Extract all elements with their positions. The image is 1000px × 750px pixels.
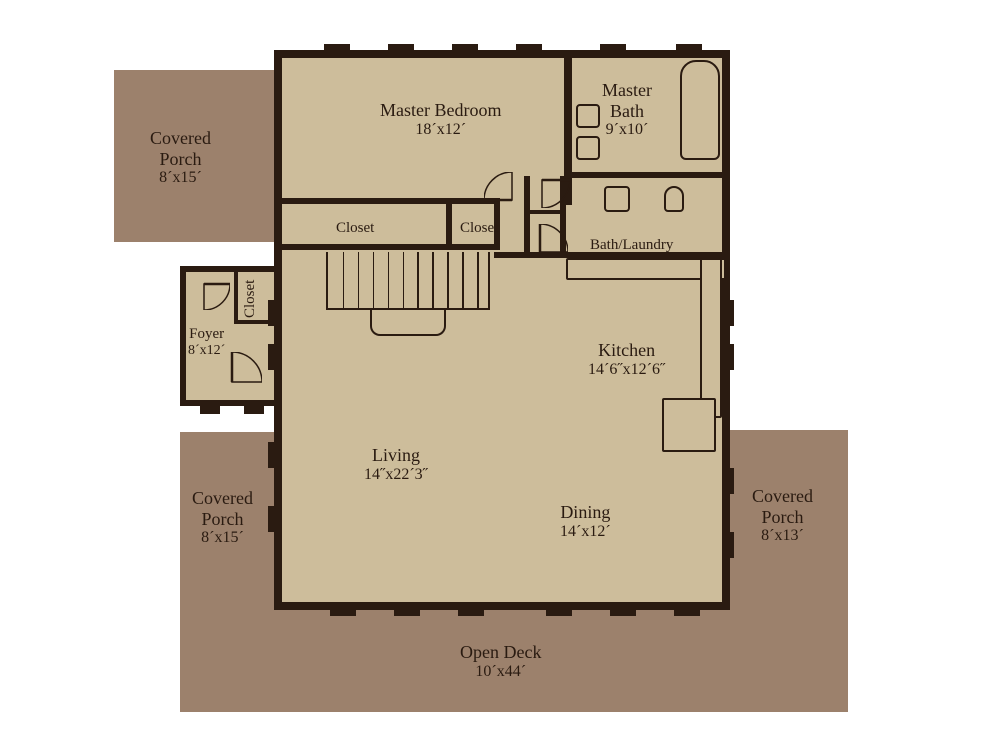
open-deck [180,610,848,712]
window-tick-13 [268,344,274,370]
wall-seg-1 [274,50,282,610]
window-tick-6 [330,608,356,616]
door-bath-laundry [512,224,568,280]
covered-porch-bottom-left [180,432,274,610]
fixture-sink-2 [576,136,600,160]
window-tick-11 [674,608,700,616]
window-tick-2 [452,44,478,52]
wall-seg-9 [446,198,452,250]
fixture-appliance-7 [662,398,716,452]
window-tick-3 [516,44,542,52]
fixture-toilet-3 [664,186,684,212]
window-tick-18 [728,468,734,494]
window-tick-14 [268,442,274,468]
door-foyer-top [178,258,230,310]
window-tick-4 [600,44,626,52]
wall-seg-6 [274,198,494,204]
fixture-sink-4 [604,186,630,212]
window-tick-19 [728,532,734,558]
window-tick-7 [394,608,420,616]
covered-porch-bottom-right [730,430,848,610]
wall-seg-5 [564,172,730,178]
window-tick-17 [728,344,734,370]
staircase [326,252,490,310]
window-tick-9 [546,608,572,616]
fixture-counter-6 [700,258,722,418]
door-foyer-exterior [202,352,262,412]
fixture-tub-0 [680,60,720,160]
window-tick-12 [268,300,274,326]
window-tick-1 [388,44,414,52]
stair-landing-nose [370,310,446,336]
wall-seg-8 [274,244,500,250]
covered-porch-top-left [114,70,274,242]
window-tick-10 [610,608,636,616]
fixture-sink-1 [576,104,600,128]
window-tick-8 [458,608,484,616]
wall-seg-17 [234,270,238,324]
main-floor [274,50,730,610]
window-tick-15 [268,506,274,532]
wall-seg-2 [722,50,730,610]
window-tick-5 [676,44,702,52]
door-to-master-bath [514,152,570,208]
window-tick-0 [324,44,350,52]
window-tick-16 [728,300,734,326]
